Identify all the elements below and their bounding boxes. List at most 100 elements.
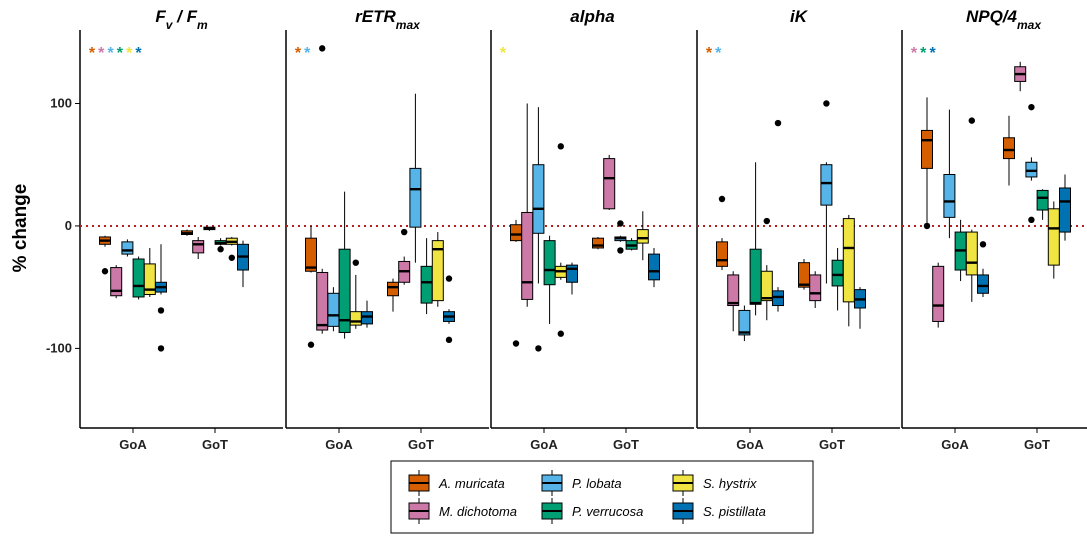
- box-iqr: [932, 265, 945, 322]
- outlier-point: [968, 117, 975, 124]
- legend-label: A. muricata: [438, 476, 505, 491]
- outlier-point: [718, 195, 726, 203]
- box-iqr: [409, 167, 422, 228]
- box-iqr: [831, 259, 844, 287]
- box-s--pistillata: [155, 244, 167, 352]
- legend-item: S. pistillata: [672, 498, 766, 524]
- significance-star: *: [107, 45, 114, 62]
- box-iqr: [977, 274, 989, 294]
- box-iqr: [521, 211, 534, 300]
- box-s--pistillata: [237, 240, 249, 288]
- box-iqr: [110, 267, 123, 297]
- panel-title-subscript: v: [166, 18, 174, 32]
- box-iqr: [636, 229, 649, 244]
- box-p--lobata: [820, 100, 833, 284]
- box-a--muricata: [716, 195, 728, 271]
- box-p--lobata: [327, 287, 340, 332]
- box-iqr: [603, 158, 616, 210]
- box-iqr: [809, 274, 822, 302]
- outlier-point: [1028, 103, 1035, 111]
- box-iqr: [327, 292, 340, 327]
- box-a--muricata: [181, 229, 193, 236]
- box-s--pistillata: [1059, 174, 1071, 241]
- x-tick-label: GoT: [408, 437, 434, 452]
- box-p--lobata: [409, 93, 422, 263]
- x-tick-label: GoT: [202, 437, 228, 452]
- panel-title-text: / F: [172, 7, 197, 26]
- significance-star: *: [929, 45, 936, 62]
- panel-title-subscript: max: [396, 18, 421, 32]
- box-p--verrucosa: [831, 247, 844, 311]
- box-s--pistillata: [854, 287, 866, 329]
- significance-star: *: [304, 45, 311, 62]
- box-m--dichotoma: [809, 271, 822, 308]
- legend-item: M. dichotoma: [408, 498, 517, 524]
- significance-star: *: [911, 45, 918, 62]
- box-iqr: [338, 248, 351, 333]
- box-s--pistillata: [361, 300, 373, 328]
- box-p--verrucosa: [214, 238, 227, 253]
- box-p--verrucosa: [625, 238, 638, 251]
- y-tick-label: -100: [46, 340, 72, 355]
- box-iqr: [760, 270, 773, 302]
- panel-title-text: F: [155, 7, 166, 26]
- panel-5: NPQ/4max* * *GoA GoT: [901, 7, 1087, 452]
- outlier-point: [401, 228, 408, 236]
- box-a--muricata: [99, 235, 111, 275]
- box-iqr: [387, 281, 399, 297]
- y-tick-label: 100: [50, 95, 72, 110]
- box-iqr: [543, 240, 556, 286]
- box-iqr: [305, 237, 317, 272]
- outlier-point: [352, 259, 359, 266]
- box-s--hystrix: [349, 259, 362, 329]
- box-p--verrucosa: [338, 191, 351, 339]
- panel-title-text: alpha: [570, 7, 614, 26]
- significance-star: *: [295, 45, 302, 62]
- panel-title: alpha: [570, 7, 614, 26]
- x-tick-label: GoA: [530, 437, 558, 452]
- panel-title-text: rETR: [355, 7, 396, 26]
- panel-title-text: iK: [790, 7, 809, 26]
- significance-star: *: [500, 45, 507, 62]
- outlier-point: [979, 241, 987, 248]
- box-s--hystrix: [760, 217, 773, 321]
- box-iqr: [143, 263, 156, 296]
- box-iqr: [820, 164, 833, 206]
- outlier-point: [617, 220, 624, 227]
- outlier-point: [557, 330, 564, 337]
- x-tick-label: GoA: [119, 437, 147, 452]
- box-a--muricata: [921, 97, 933, 230]
- panel-title-subscript: m: [197, 18, 208, 32]
- box-iqr: [566, 264, 578, 283]
- panel-title-subscript: max: [1017, 18, 1042, 32]
- significance-star: *: [117, 45, 124, 62]
- box-iqr: [965, 231, 978, 276]
- box-iqr: [592, 237, 604, 249]
- x-tick-label: GoA: [736, 437, 764, 452]
- box-iqr: [316, 271, 329, 331]
- legend-item: P. verrucosa: [541, 498, 643, 524]
- box-p--verrucosa: [1036, 189, 1049, 220]
- box-m--dichotoma: [192, 236, 205, 260]
- box-s--pistillata: [566, 262, 578, 295]
- box-iqr: [772, 290, 784, 307]
- box-p--lobata: [943, 109, 956, 239]
- significance-star: *: [706, 45, 713, 62]
- legend-item: P. lobata: [541, 470, 622, 496]
- outlier-point: [157, 345, 165, 352]
- y-tick-label: 0: [65, 218, 72, 233]
- outlier-point: [617, 247, 624, 254]
- box-iqr: [349, 311, 362, 326]
- outlier-point: [101, 268, 109, 275]
- box-iqr: [738, 309, 751, 336]
- box-iqr: [943, 174, 956, 218]
- box-iqr: [121, 241, 134, 255]
- box-m--dichotoma: [521, 103, 534, 307]
- panel-title: iK: [790, 7, 809, 26]
- box-iqr: [1059, 187, 1071, 233]
- outlier-point: [307, 341, 315, 348]
- box-m--dichotoma: [398, 228, 411, 285]
- box-s--pistillata: [772, 119, 784, 312]
- box-s--hystrix: [225, 236, 238, 261]
